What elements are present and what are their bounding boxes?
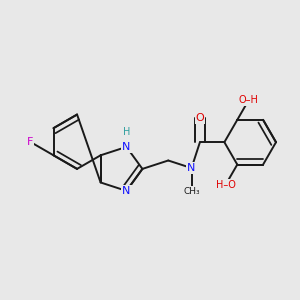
Text: N: N bbox=[122, 142, 130, 152]
Text: O: O bbox=[196, 113, 204, 123]
Text: N: N bbox=[122, 186, 130, 196]
Text: CH₃: CH₃ bbox=[183, 187, 200, 196]
Text: H: H bbox=[123, 127, 130, 137]
Text: N: N bbox=[187, 163, 196, 173]
Text: O–H: O–H bbox=[239, 95, 259, 105]
Text: F: F bbox=[27, 137, 33, 147]
Text: H–O: H–O bbox=[216, 180, 236, 190]
